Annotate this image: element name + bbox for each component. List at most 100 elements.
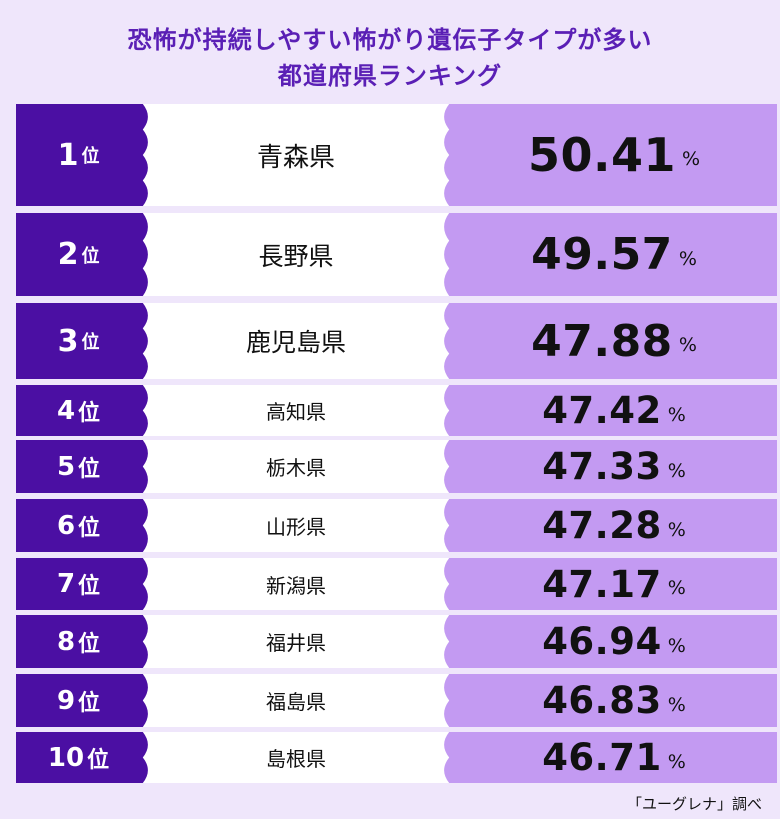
ranking-row: 3 位鹿児島県 47.88%	[16, 303, 777, 379]
wave-edge-right	[444, 440, 451, 493]
wave-edge-left	[141, 440, 148, 493]
rank-suffix: 位	[78, 631, 101, 657]
wave-edge-right	[444, 303, 451, 379]
percent-value: 47.33	[542, 445, 662, 488]
percent-value: 50.41	[527, 128, 676, 182]
percent-unit: %	[667, 634, 686, 657]
ranking-row: 8 位福井県 46.94%	[16, 615, 777, 668]
percent-value: 46.83	[542, 679, 662, 722]
percent-cell: 47.17%	[451, 558, 777, 610]
rank-suffix: 位	[81, 146, 100, 167]
prefecture-name: 新潟県	[141, 558, 451, 610]
rank-suffix: 位	[78, 400, 101, 426]
percent-unit: %	[667, 693, 686, 716]
percent-cell: 47.42%	[451, 385, 777, 436]
wave-edge-right	[444, 385, 451, 436]
wave-edge-right	[444, 615, 451, 668]
ranking-row: 7 位新潟県 47.17%	[16, 558, 777, 610]
wave-edge-right	[444, 732, 451, 783]
wave-edge-left	[141, 499, 148, 552]
rank-number: 9	[56, 685, 76, 716]
wave-edge-left	[141, 732, 148, 783]
rank-number: 10	[47, 742, 85, 773]
ranking-row: 9 位福島県 46.83%	[16, 674, 777, 727]
percent-unit: %	[667, 577, 686, 599]
prefecture-name: 高知県	[141, 385, 451, 436]
percent-unit: %	[667, 459, 686, 482]
ranking-row: 10 位島根県 46.71%	[16, 732, 777, 783]
ranking-table: 1 位青森県 50.41% 2 位長野県 49.57% 3 位鹿児島県 47.88% 4 位高知県 4…	[16, 0, 777, 819]
ranking-row: 2 位長野県 49.57%	[16, 213, 777, 296]
percent-value: 47.28	[542, 504, 662, 547]
wave-edge-left	[141, 385, 148, 436]
percent-cell: 49.57%	[451, 213, 777, 296]
rank-number: 1	[57, 137, 79, 173]
ranking-row: 1 位青森県 50.41%	[16, 104, 777, 206]
prefecture-name: 青森県	[141, 104, 451, 206]
prefecture-name: 福井県	[141, 615, 451, 668]
wave-edge-right	[444, 213, 451, 296]
wave-edge-right	[444, 674, 451, 727]
percent-value: 46.94	[542, 620, 662, 663]
prefecture-name: 長野県	[141, 213, 451, 296]
percent-cell: 46.83%	[451, 674, 777, 727]
wave-edge-right	[444, 499, 451, 552]
percent-value: 46.71	[542, 736, 662, 779]
wave-edge-left	[141, 213, 148, 296]
rank-cell: 10 位	[16, 732, 141, 783]
wave-edge-right	[444, 558, 451, 610]
prefecture-name: 島根県	[141, 732, 451, 783]
ranking-row: 6 位山形県 47.28%	[16, 499, 777, 552]
percent-value: 47.42	[542, 389, 662, 432]
rank-suffix: 位	[81, 245, 100, 267]
percent-unit: %	[667, 403, 686, 426]
percent-cell: 47.88%	[451, 303, 777, 379]
percent-unit: %	[678, 334, 697, 356]
wave-edge-left	[141, 104, 148, 206]
percent-cell: 47.28%	[451, 499, 777, 552]
rank-suffix: 位	[78, 574, 101, 599]
rank-suffix: 位	[78, 515, 101, 541]
rank-number: 7	[56, 569, 76, 599]
prefecture-name: 福島県	[141, 674, 451, 727]
percent-value: 49.57	[531, 229, 673, 280]
ranking-row: 5 位栃木県 47.33%	[16, 440, 777, 493]
percent-unit: %	[667, 750, 686, 773]
wave-edge-left	[141, 558, 148, 610]
rank-number: 6	[56, 510, 76, 541]
wave-edge-left	[141, 615, 148, 668]
rank-number: 8	[56, 626, 76, 657]
chart-title: 恐怖が持続しやすい怖がり遺伝子タイプが多い 都道府県ランキング	[0, 22, 780, 94]
wave-edge-right	[444, 104, 451, 206]
rank-number: 5	[56, 451, 76, 482]
wave-edge-left	[141, 674, 148, 727]
percent-cell: 46.71%	[451, 732, 777, 783]
percent-cell: 46.94%	[451, 615, 777, 668]
source-note: 「ユーグレナ」調べ	[626, 795, 762, 813]
percent-cell: 47.33%	[451, 440, 777, 493]
rank-number: 2	[57, 237, 79, 272]
rank-suffix: 位	[81, 332, 100, 353]
rank-suffix: 位	[78, 456, 101, 482]
rank-suffix: 位	[87, 747, 110, 773]
title-line-2: 都道府県ランキング	[277, 62, 503, 90]
ranking-row: 4 位高知県 47.42%	[16, 385, 777, 436]
prefecture-name: 山形県	[141, 499, 451, 552]
percent-unit: %	[667, 518, 686, 541]
rank-number: 4	[56, 395, 76, 426]
prefecture-name: 栃木県	[141, 440, 451, 493]
rank-suffix: 位	[78, 690, 101, 716]
percent-value: 47.17	[542, 562, 662, 606]
percent-cell: 50.41%	[451, 104, 777, 206]
prefecture-name: 鹿児島県	[141, 303, 451, 379]
